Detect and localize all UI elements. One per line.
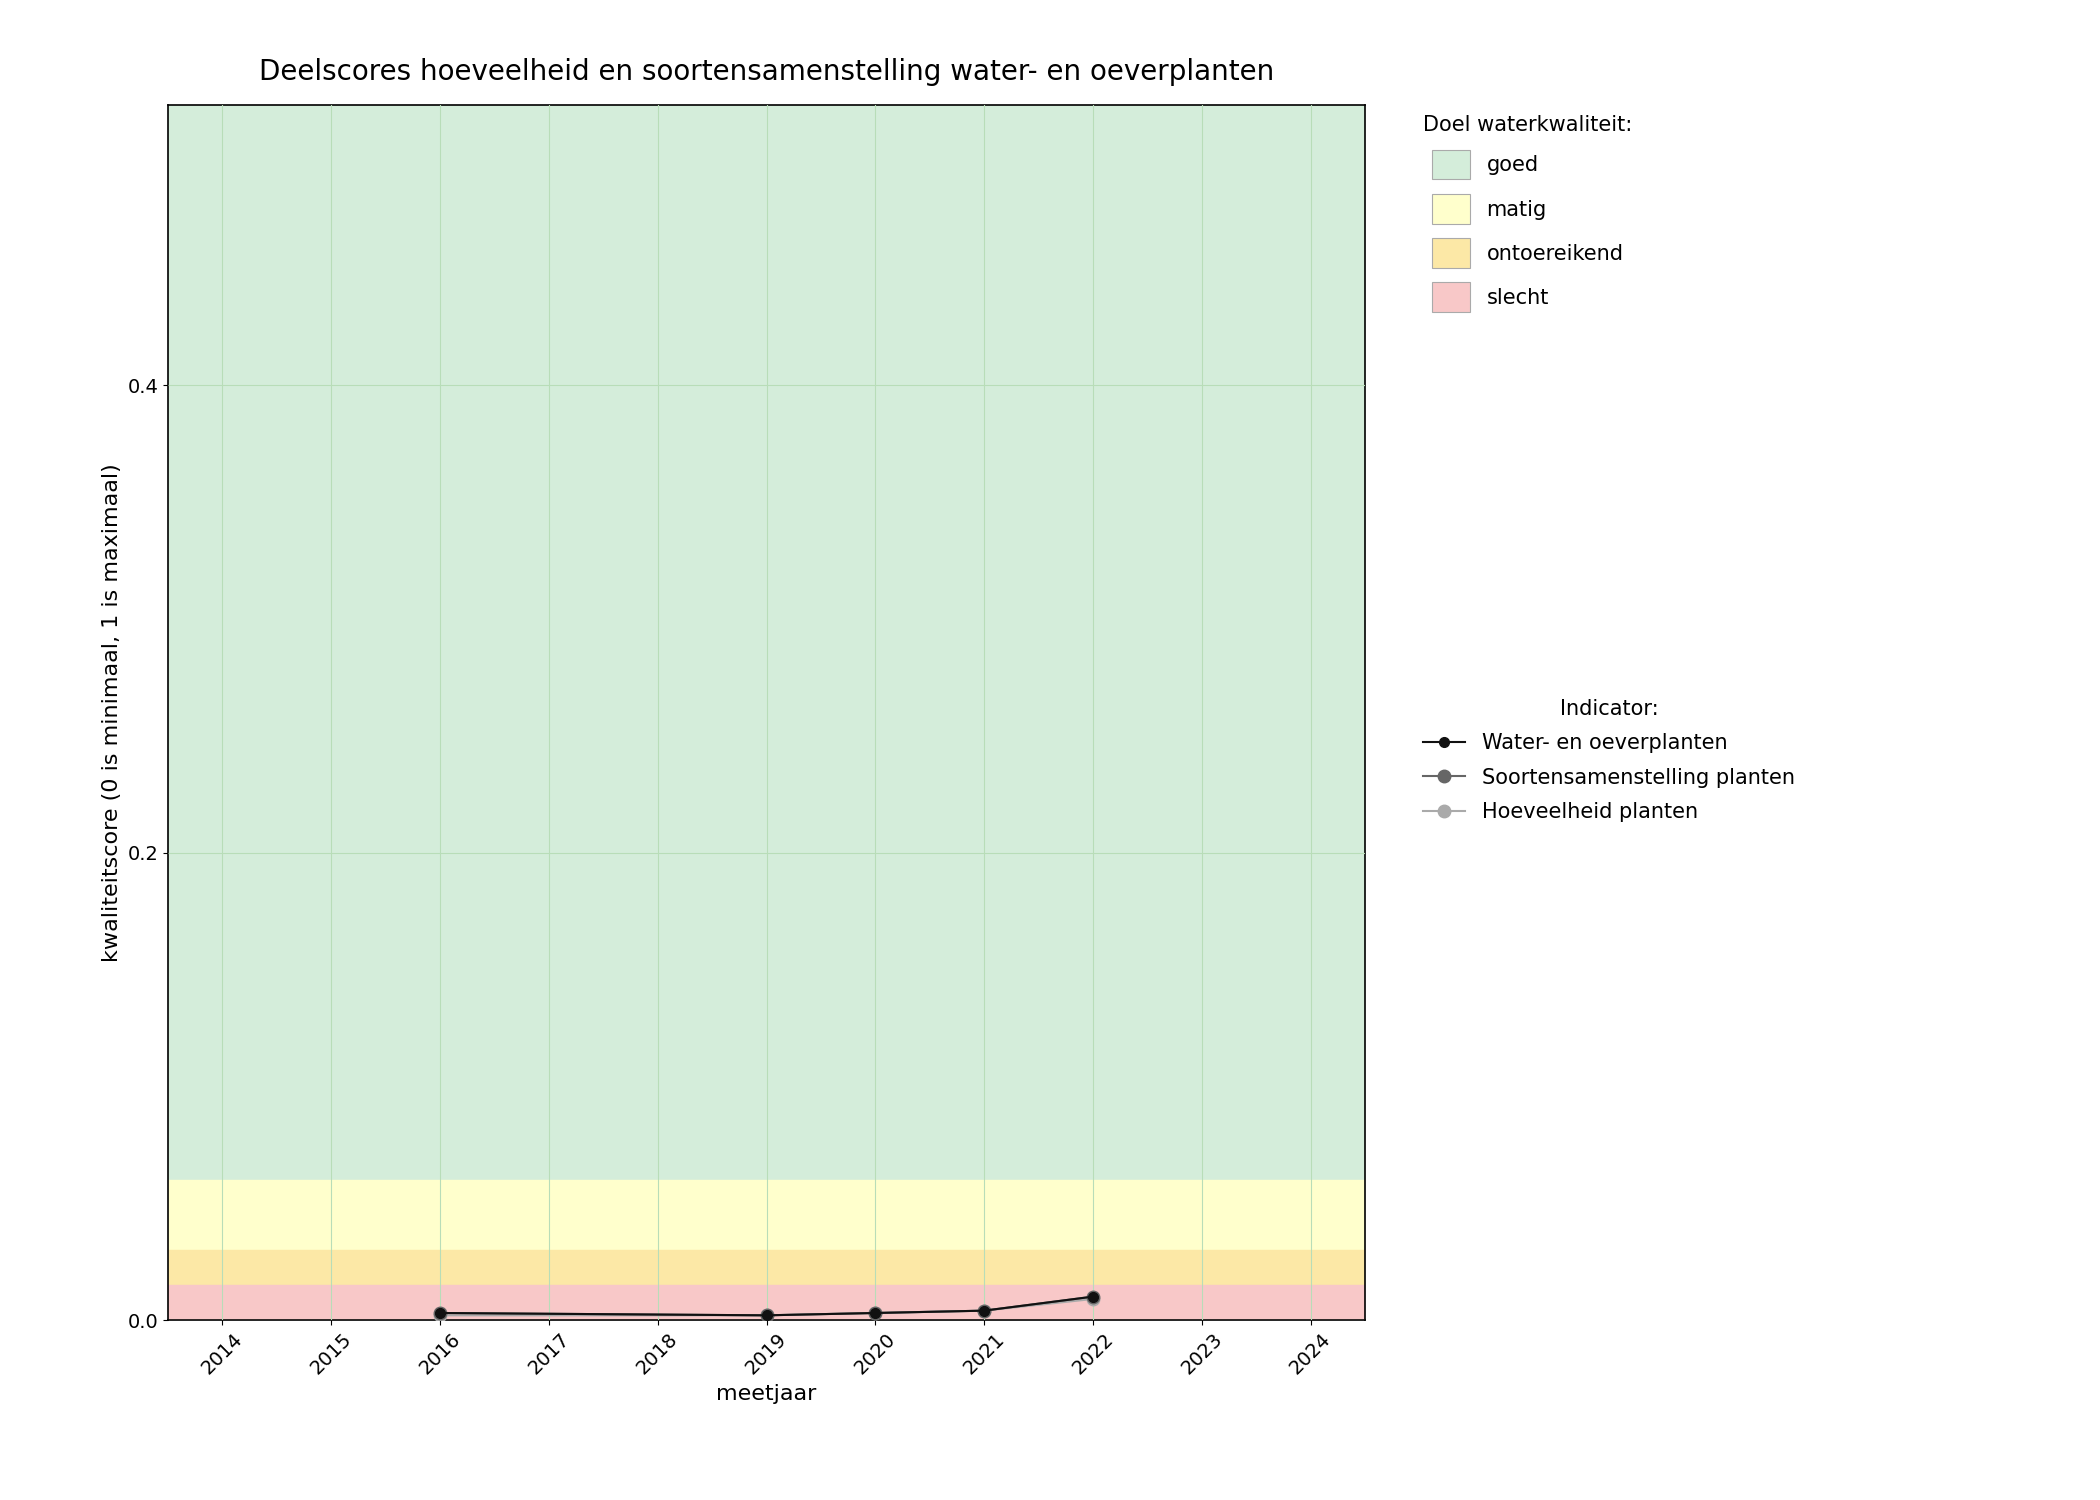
Legend: Water- en oeverplanten, Soortensamenstelling planten, Hoeveelheid planten: Water- en oeverplanten, Soortensamenstel… xyxy=(1424,699,1796,822)
Line: Water- en oeverplanten: Water- en oeverplanten xyxy=(435,1292,1098,1320)
Water- en oeverplanten xyxy=(428,1304,454,1322)
Hoeveelheid planten xyxy=(863,1304,888,1322)
Line: Soortensamenstelling planten: Soortensamenstelling planten xyxy=(435,1290,1098,1322)
Water- en oeverplanten xyxy=(863,1304,888,1322)
Hoeveelheid planten xyxy=(1079,1290,1105,1308)
Hoeveelheid planten xyxy=(754,1306,779,1324)
Water- en oeverplanten xyxy=(1079,1287,1105,1305)
Line: Hoeveelheid planten: Hoeveelheid planten xyxy=(435,1293,1098,1322)
Hoeveelheid planten xyxy=(972,1302,998,1320)
Soortensamenstelling planten xyxy=(972,1302,998,1320)
Soortensamenstelling planten xyxy=(754,1306,779,1324)
Soortensamenstelling planten xyxy=(1079,1287,1105,1305)
Hoeveelheid planten xyxy=(428,1306,454,1324)
Soortensamenstelling planten xyxy=(428,1304,454,1322)
Water- en oeverplanten xyxy=(754,1306,779,1324)
Soortensamenstelling planten xyxy=(863,1304,888,1322)
Y-axis label: kwaliteitscore (0 is minimaal, 1 is maximaal): kwaliteitscore (0 is minimaal, 1 is maxi… xyxy=(101,464,122,962)
Water- en oeverplanten xyxy=(972,1302,998,1320)
Bar xyxy=(168,105,1365,1181)
X-axis label: meetjaar: meetjaar xyxy=(716,1383,817,1404)
Bar xyxy=(168,1286,1365,1320)
Bar xyxy=(168,1250,1365,1286)
Title: Deelscores hoeveelheid en soortensamenstelling water- en oeverplanten: Deelscores hoeveelheid en soortensamenst… xyxy=(258,58,1275,86)
Bar xyxy=(168,1180,1365,1250)
